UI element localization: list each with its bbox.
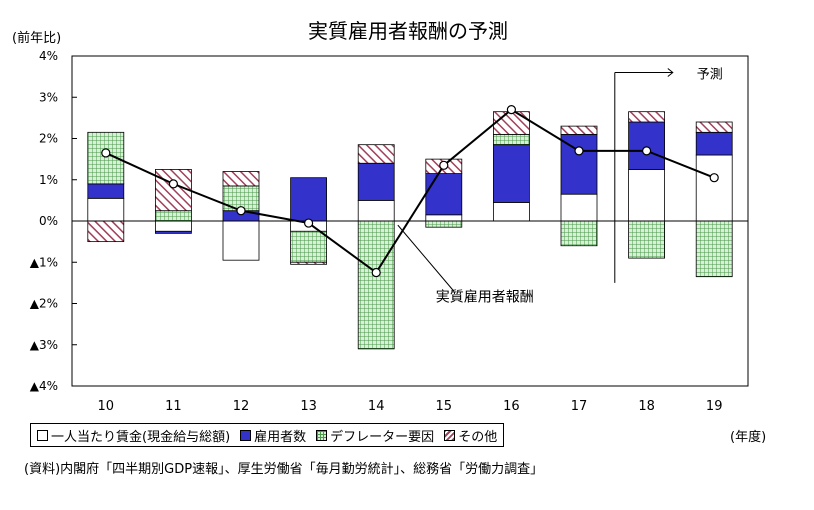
x-tick-label: 17	[571, 399, 588, 414]
swatch-blue-icon	[240, 429, 252, 441]
bar-employees	[628, 121, 665, 170]
swatch-grid-icon	[316, 429, 328, 441]
line-real-compensation	[105, 108, 715, 275]
line-point	[439, 160, 449, 170]
legend: 一人当たり賃金(現金給与総額) 雇用者数 デフレーター要因 その他	[30, 423, 505, 447]
bar-deflator	[695, 220, 733, 278]
bar-employees	[695, 131, 733, 156]
y-axis-label: (前年比)	[12, 30, 61, 46]
line-point	[304, 218, 314, 228]
x-tick-label: 15	[436, 399, 453, 414]
bar-wage	[492, 202, 530, 222]
swatch-plain-icon	[37, 429, 48, 441]
x-tick-label: 12	[233, 399, 250, 414]
legend-item-employees: 雇用者数	[240, 426, 306, 445]
bar-employees	[290, 177, 328, 222]
bar-wage	[87, 197, 125, 222]
bar-employees	[87, 183, 125, 199]
x-tick-label: 14	[368, 399, 385, 414]
line-annotation-label: 実質雇用者報酬	[436, 288, 534, 305]
bar-wage	[425, 214, 463, 222]
bar-employees	[492, 144, 530, 203]
bar-deflator	[628, 220, 665, 259]
forecast-marker: 予測	[614, 68, 723, 283]
line-point	[236, 206, 246, 216]
line-point	[371, 267, 381, 278]
bar-other	[560, 125, 598, 135]
line-point	[709, 173, 719, 183]
bar-deflator	[154, 210, 192, 222]
bar-deflator	[290, 230, 328, 263]
y-tick-label: 1%	[39, 173, 58, 187]
bar-other	[628, 111, 665, 123]
x-tick-label: 13	[300, 399, 317, 414]
bar-deflator	[425, 220, 463, 228]
line-point	[168, 179, 178, 189]
y-tick-label: 3%	[39, 90, 58, 104]
legend-label: 雇用者数	[254, 429, 307, 445]
bar-other	[222, 171, 260, 187]
x-tick-label: 10	[98, 399, 115, 414]
legend-label: 一人当たり賃金(現金給与総額)	[51, 429, 231, 445]
chart-title: 実質雇用者報酬の予測	[308, 19, 508, 43]
bar-deflator	[357, 220, 395, 350]
line-point	[101, 148, 111, 158]
line-point	[641, 146, 652, 156]
source-note: (資料)内閣府「四半期別GDP速報」、厚生労働省「毎月勤労統計」、総務省「労働力…	[24, 462, 544, 477]
bar-wage	[560, 193, 598, 222]
y-tick-label: 2%	[39, 132, 58, 146]
y-tick-label: ▲1%	[30, 255, 58, 269]
bar-wage	[357, 199, 395, 222]
legend-item-deflator: デフレーター要因	[316, 426, 434, 445]
bar-other	[357, 144, 395, 164]
line-point	[574, 146, 584, 156]
bar-employees	[357, 162, 395, 201]
x-axis-unit: (年度)	[730, 430, 767, 445]
bar-wage	[695, 154, 733, 222]
legend-label: その他	[458, 429, 498, 445]
x-tick-label: 19	[706, 399, 723, 414]
x-tick-label: 18	[638, 399, 655, 414]
legend-item-other: その他	[444, 426, 497, 445]
bar-other	[695, 121, 733, 133]
swatch-hatch-icon	[444, 429, 456, 441]
y-tick-label: ▲3%	[30, 338, 58, 352]
bar-employees	[154, 230, 192, 234]
x-tick-label: 11	[165, 399, 182, 414]
legend-label: デフレーター要因	[330, 429, 435, 445]
forecast-label: 予測	[697, 68, 723, 83]
bar-wage	[154, 220, 192, 232]
y-tick-label: ▲2%	[30, 297, 58, 311]
bar-other	[492, 111, 530, 135]
bar-wage	[222, 220, 260, 261]
bar-deflator	[492, 133, 530, 146]
y-tick-label: 4%	[39, 49, 58, 63]
bar-employees	[425, 173, 463, 216]
y-tick-label: 0%	[39, 214, 58, 228]
bar-other	[87, 220, 125, 243]
y-tick-label: ▲4%	[30, 379, 58, 393]
bar-wage	[628, 169, 665, 222]
bar-other	[154, 169, 192, 212]
legend-item-wage: 一人当たり賃金(現金給与総額)	[37, 426, 230, 445]
bar-other	[290, 261, 328, 265]
line-point	[506, 105, 516, 115]
chart: 実質雇用者報酬の予測 (前年比) 4%3%2%1%0%▲1%▲2%▲3%▲4% …	[12, 19, 749, 414]
line-annotation: 実質雇用者報酬	[397, 224, 534, 305]
x-tick-label: 16	[503, 399, 520, 414]
bar-deflator	[560, 220, 598, 247]
